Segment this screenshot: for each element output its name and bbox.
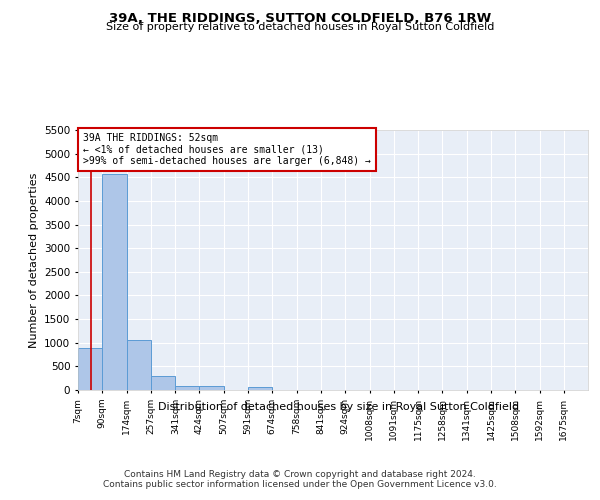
Text: 39A, THE RIDDINGS, SUTTON COLDFIELD, B76 1RW: 39A, THE RIDDINGS, SUTTON COLDFIELD, B76… — [109, 12, 491, 26]
Text: Size of property relative to detached houses in Royal Sutton Coldfield: Size of property relative to detached ho… — [106, 22, 494, 32]
Text: Distribution of detached houses by size in Royal Sutton Coldfield: Distribution of detached houses by size … — [158, 402, 520, 412]
Bar — [248, 387, 272, 390]
Text: Contains HM Land Registry data © Crown copyright and database right 2024.: Contains HM Land Registry data © Crown c… — [124, 470, 476, 479]
Bar — [127, 340, 151, 390]
Bar — [102, 174, 127, 390]
Text: 39A THE RIDDINGS: 52sqm
← <1% of detached houses are smaller (13)
>99% of semi-d: 39A THE RIDDINGS: 52sqm ← <1% of detache… — [83, 132, 371, 166]
Text: Contains public sector information licensed under the Open Government Licence v3: Contains public sector information licen… — [103, 480, 497, 489]
Bar — [175, 386, 199, 390]
Bar — [78, 348, 102, 390]
Y-axis label: Number of detached properties: Number of detached properties — [29, 172, 38, 348]
Bar — [199, 386, 224, 390]
Bar — [151, 376, 175, 390]
